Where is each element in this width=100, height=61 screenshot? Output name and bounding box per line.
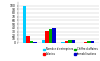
Bar [23, 6, 26, 43]
Bar [26, 36, 30, 43]
Bar [84, 42, 87, 43]
Bar [33, 42, 37, 43]
Bar [68, 40, 72, 43]
Bar [61, 42, 64, 43]
Bar [45, 31, 49, 43]
Bar [72, 40, 75, 43]
Bar [64, 41, 68, 43]
Legend: Nombre d entreprises, Salaries, Chiffre d affaires, Immobilisations: Nombre d entreprises, Salaries, Chiffre … [43, 47, 98, 56]
Bar [42, 40, 45, 43]
Bar [30, 41, 33, 43]
Bar [91, 41, 94, 43]
Bar [87, 41, 91, 43]
Bar [49, 29, 52, 43]
Bar [52, 28, 56, 43]
